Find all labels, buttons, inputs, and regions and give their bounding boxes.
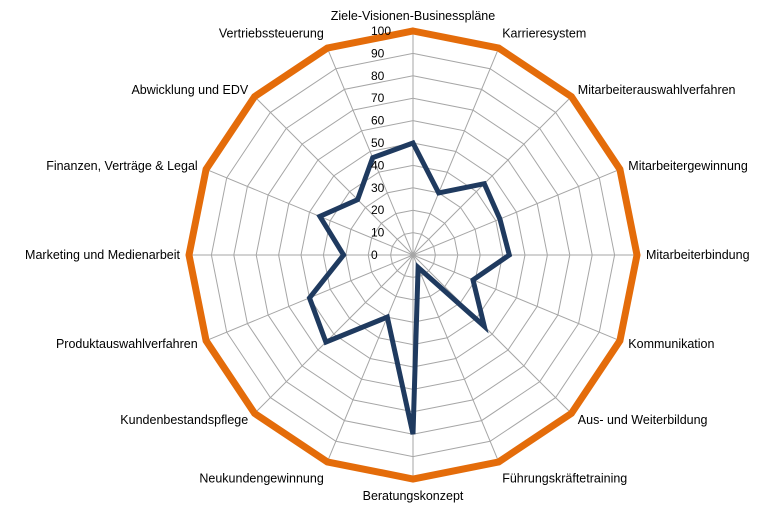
category-label-0: Ziele-Visionen-Businesspläne <box>331 9 495 23</box>
tick-label-0: 0 <box>371 248 378 262</box>
category-label-9: Neukundengewinnung <box>199 471 323 485</box>
category-label-1: Karrieresystem <box>502 27 586 41</box>
series-1-line <box>306 139 513 435</box>
category-label-12: Marketing und Medienarbeit <box>25 248 180 262</box>
category-label-10: Kundenbestandspflege <box>120 413 248 427</box>
grid-layer <box>188 30 638 480</box>
category-label-15: Vertriebssteuerung <box>219 27 324 41</box>
grid-spoke-9 <box>326 254 414 463</box>
tick-label-30: 30 <box>371 181 385 195</box>
tick-label-90: 90 <box>371 46 385 60</box>
tick-labels: 0 10 20 30 40 50 60 70 80 90 100 <box>371 24 391 262</box>
category-label-8: Beratungskonzept <box>363 489 464 503</box>
tick-label-60: 60 <box>371 114 385 128</box>
category-label-7: Führungskräftetraining <box>502 471 627 485</box>
category-label-6: Aus- und Weiterbildung <box>578 413 708 427</box>
category-label-5: Kommunikation <box>628 337 714 351</box>
grid-spoke-6 <box>412 254 572 414</box>
grid-spoke-7 <box>412 254 500 463</box>
tick-label-70: 70 <box>371 91 385 105</box>
category-labels: Ziele-Visionen-Businesspläne Karrieresyst… <box>25 9 750 503</box>
tick-label-50: 50 <box>371 136 385 150</box>
series-0-line <box>185 27 641 483</box>
category-label-2: Mitarbeiterauswahlverfahren <box>578 83 736 97</box>
grid-spoke-15 <box>326 47 414 256</box>
grid-spoke-2 <box>412 96 572 256</box>
grid-spoke-1 <box>412 47 500 256</box>
category-label-13: Finanzen, Verträge & Legal <box>46 159 198 173</box>
tick-label-40: 40 <box>371 158 385 172</box>
category-label-4: Mitarbeiterbindung <box>646 248 750 262</box>
category-label-3: Mitarbeitergewinnung <box>628 159 748 173</box>
tick-label-80: 80 <box>371 69 385 83</box>
tick-label-100: 100 <box>371 24 391 38</box>
tick-label-20: 20 <box>371 203 385 217</box>
grid-spoke-13 <box>205 168 414 256</box>
category-label-11: Produktauswahlverfahren <box>56 337 198 351</box>
category-label-14: Abwicklung und EDV <box>131 83 248 97</box>
grid-spoke-10 <box>254 254 414 414</box>
series-layer <box>185 27 641 483</box>
grid-spoke-14 <box>254 96 414 256</box>
tick-label-10: 10 <box>371 226 385 240</box>
grid-spoke-5 <box>412 254 621 342</box>
grid-spoke-3 <box>412 168 621 256</box>
